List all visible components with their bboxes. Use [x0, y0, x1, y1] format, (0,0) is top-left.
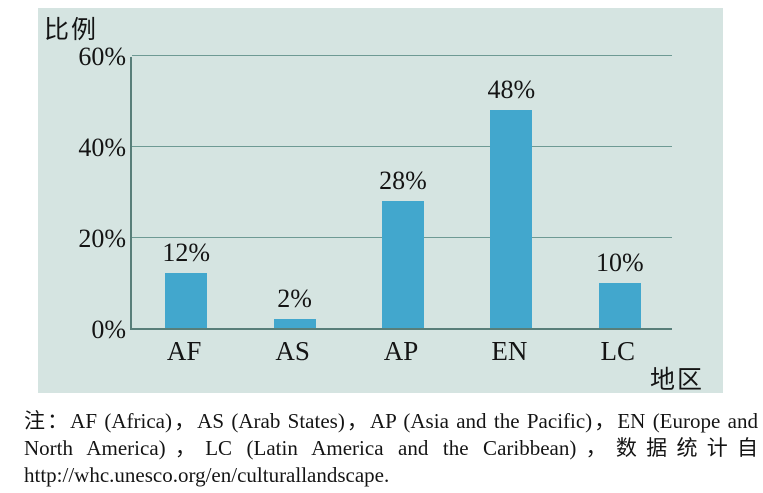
gridline-60% — [132, 55, 672, 56]
footnote-line-1: 注：AF (Africa)，AS (Arab States)，AP (Asia … — [24, 409, 758, 433]
value-label-LC: 10% — [595, 247, 644, 277]
x-tick-label-AS: AS — [275, 336, 310, 366]
x-tick-label-LC: LC — [600, 336, 636, 366]
y-axis-title: 比例 — [44, 17, 99, 44]
footnote: 注：AF (Africa)，AS (Arab States)，AP (Asia … — [24, 408, 758, 489]
y-tick-label-20%: 20% — [78, 224, 126, 253]
bar-AP — [382, 200, 424, 328]
value-label-EN: 48% — [487, 74, 536, 104]
gridline-40% — [132, 146, 672, 147]
chart-panel: 比例 12% 2% 28% 48% 10% 地区 0% 20% 40% 60% AF AS AP EN… — [38, 8, 723, 394]
x-tick-label-AF: AF — [166, 336, 202, 366]
footnote-url: http://whc.unesco.org/en/culturallandsca… — [24, 463, 390, 487]
y-tick-label-0%: 0% — [91, 315, 126, 344]
bar-AF — [165, 273, 208, 328]
y-tick-label-40%: 40% — [78, 133, 126, 162]
bar-EN — [490, 109, 533, 328]
value-label-AP: 28% — [379, 165, 427, 195]
x-axis-title: 地区 — [650, 367, 705, 394]
footnote-line-2: North America)，LC (Latin America and the… — [24, 436, 758, 460]
bar-AS — [273, 318, 316, 328]
x-tick-label-EN: EN — [491, 336, 528, 366]
value-label-AS: 2% — [277, 283, 312, 313]
bar-LC — [598, 282, 641, 328]
x-tick-label-AP: AP — [383, 336, 419, 366]
value-label-AF: 12% — [162, 238, 211, 268]
y-tick-label-60%: 60% — [78, 42, 126, 71]
plot-area: 12% 2% 28% 48% 10% — [130, 55, 672, 330]
